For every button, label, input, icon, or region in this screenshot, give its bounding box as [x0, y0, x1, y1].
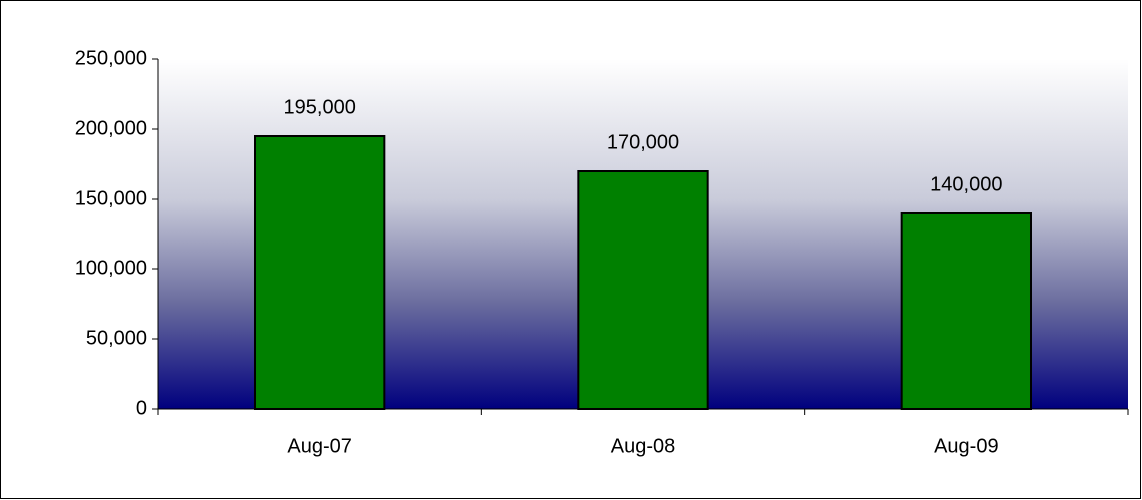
- y-tick-label: 100,000: [75, 257, 147, 279]
- data-label: 195,000: [284, 96, 356, 118]
- x-tick-label: Aug-08: [611, 435, 676, 457]
- y-tick-label: 150,000: [75, 187, 147, 209]
- x-tick-label: Aug-07: [287, 435, 352, 457]
- data-label: 140,000: [930, 173, 1002, 195]
- bar: [900, 212, 1033, 410]
- x-tick-label: Aug-09: [934, 435, 999, 457]
- y-tick-label: 250,000: [75, 47, 147, 69]
- y-tick-label: 50,000: [86, 327, 147, 349]
- bar: [577, 170, 709, 410]
- bar: [254, 135, 386, 410]
- y-tick-label: 0: [136, 397, 147, 419]
- data-label: 170,000: [607, 131, 679, 153]
- y-tick-label: 200,000: [75, 117, 147, 139]
